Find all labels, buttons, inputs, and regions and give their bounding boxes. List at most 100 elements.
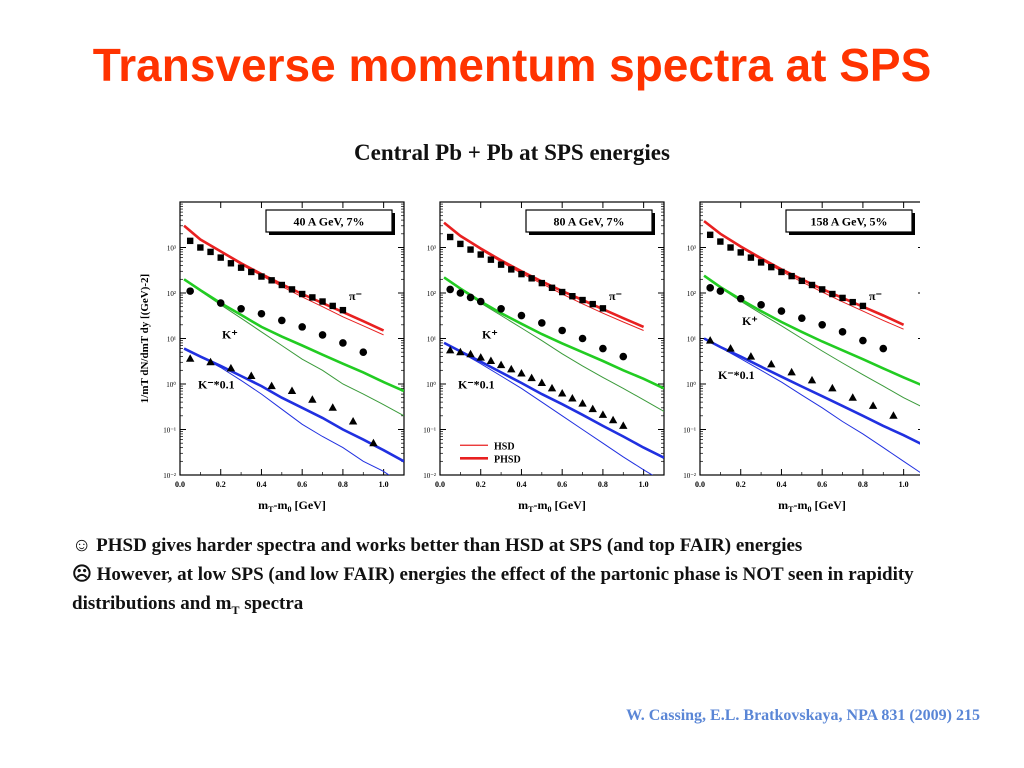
series-line-hsd — [443, 342, 654, 475]
data-point-square — [237, 264, 245, 271]
y-tick-label: 10⁻¹ — [163, 427, 176, 435]
data-point-triangle — [828, 383, 837, 392]
data-point-square — [186, 237, 194, 245]
x-tick-label: 0.4 — [516, 480, 526, 489]
data-point-triangle — [547, 383, 557, 392]
data-point-square — [227, 260, 235, 267]
data-point-square — [207, 248, 214, 256]
data-point-circle — [538, 319, 546, 327]
y-tick-label: 10⁰ — [426, 381, 436, 389]
series-line-phsd — [183, 347, 404, 463]
data-point-triangle — [267, 381, 276, 390]
y-tick-label: 10² — [427, 290, 436, 298]
data-point-square — [467, 246, 474, 253]
data-point-square — [548, 284, 556, 292]
y-tick-label: 10³ — [427, 245, 436, 253]
x-tick-label: 0.2 — [736, 480, 746, 489]
curve-label: π⁻ — [609, 289, 622, 303]
data-point-circle — [578, 334, 587, 343]
bullet-text-tail: spectra — [239, 593, 304, 614]
data-point-triangle — [185, 354, 195, 362]
data-point-circle — [186, 287, 194, 295]
curve-label: π⁻ — [349, 289, 362, 303]
data-point-triangle — [557, 388, 567, 397]
x-ticks: 0.0 0.2 0.4 0.6 0.8 1.0 — [435, 202, 665, 489]
x-tick-label: 1.0 — [379, 480, 389, 489]
data-point-circle — [257, 309, 266, 318]
panel-title: 80 A GeV, 7% — [553, 215, 624, 229]
data-point-square — [757, 259, 765, 266]
subscript: T — [231, 602, 240, 617]
data-point-square — [558, 288, 566, 296]
series-line-hsd — [703, 338, 920, 473]
figure-title: Central Pb + Pb at SPS energies — [354, 140, 670, 165]
data-point-circle — [599, 344, 607, 353]
x-tick-label: 0.2 — [216, 480, 226, 489]
data-point-circle — [497, 304, 505, 313]
series-line-phsd — [183, 224, 385, 332]
data-point-circle — [456, 289, 465, 297]
data-point-square — [538, 279, 546, 287]
y-tick-label: 10¹ — [687, 336, 696, 344]
bullet-text: PHSD gives harder spectra and works bett… — [96, 535, 803, 556]
frown-icon: ☹ — [72, 564, 92, 585]
y-tick-label: 10⁻¹ — [423, 427, 436, 435]
panel-3: 10⁻² 10⁻¹ 10⁰ 10¹ 10² 10³ 0.0 0.2 0.4 0.6 0.8 1.0 mT… — [683, 201, 920, 514]
curve-label: π⁻ — [869, 289, 882, 303]
data-point-circle — [237, 304, 245, 313]
x-ticks: 0.0 0.2 0.4 0.6 0.8 1.0 — [695, 202, 909, 489]
data-point-circle — [879, 344, 888, 353]
panel-title: 40 A GeV, 7% — [293, 215, 364, 229]
panel-title: 158 A GeV, 5% — [810, 215, 887, 229]
data-point-square — [487, 256, 495, 263]
y-tick-label: 10¹ — [427, 336, 436, 344]
slide-title: Transverse momentum spectra at SPS — [92, 39, 932, 91]
data-point-triangle — [369, 438, 378, 447]
bullet-item: ☺ PHSD gives harder spectra and works be… — [72, 531, 972, 560]
data-point-triangle — [578, 399, 587, 407]
data-point-square — [798, 277, 806, 285]
bullet-text: However, at low SPS (and low FAIR) energ… — [72, 564, 914, 614]
data-point-circle — [716, 287, 725, 295]
data-point-triangle — [328, 403, 337, 411]
data-point-triangle — [787, 367, 796, 376]
panel-2: 10⁻² 10⁻¹ 10⁰ 10¹ 10² 10³ 0.0 0.2 0.4 0.6 0.8 1.0 mT… — [423, 201, 665, 514]
data-point-square — [497, 261, 505, 268]
x-tick-label: 0.0 — [175, 480, 185, 489]
data-point-triangle — [287, 386, 297, 395]
legend-label: PHSD — [494, 454, 521, 465]
data-point-square — [788, 272, 795, 280]
y-tick-label: 10⁻² — [683, 472, 696, 480]
x-axis-label: mT-m0 [GeV] — [258, 498, 326, 514]
data-point-square — [278, 281, 286, 289]
data-point-square — [768, 263, 775, 271]
data-point-square — [849, 298, 856, 306]
data-point-circle — [476, 297, 485, 306]
data-point-circle — [517, 311, 526, 320]
data-point-triangle — [726, 344, 735, 352]
x-tick-label: 0.6 — [557, 480, 567, 489]
data-point-square — [248, 268, 255, 276]
plot-data — [183, 224, 404, 475]
data-point-triangle — [445, 345, 455, 354]
data-point-square — [706, 231, 714, 239]
data-point-circle — [818, 321, 826, 329]
data-point-circle — [706, 284, 714, 292]
x-axis-label: mT-m0 [GeV] — [518, 498, 586, 514]
data-point-square — [268, 277, 275, 284]
x-tick-label: 0.2 — [476, 480, 486, 489]
data-point-square — [717, 238, 724, 245]
series-line-phsd — [443, 221, 645, 329]
data-point-square — [589, 300, 596, 308]
y-tick-label: 10³ — [167, 245, 176, 253]
data-point-triangle — [537, 378, 547, 387]
x-axis-label: mT-m0 [GeV] — [778, 498, 846, 514]
data-point-circle — [619, 352, 628, 361]
data-point-square — [818, 286, 826, 293]
series-line-hsd — [703, 220, 904, 330]
y-tick-label: 10¹ — [167, 336, 176, 344]
data-point-triangle — [507, 364, 516, 373]
data-point-triangle — [206, 357, 215, 366]
data-point-square — [446, 233, 454, 241]
curve-label: K⁻*0.1 — [458, 377, 495, 391]
